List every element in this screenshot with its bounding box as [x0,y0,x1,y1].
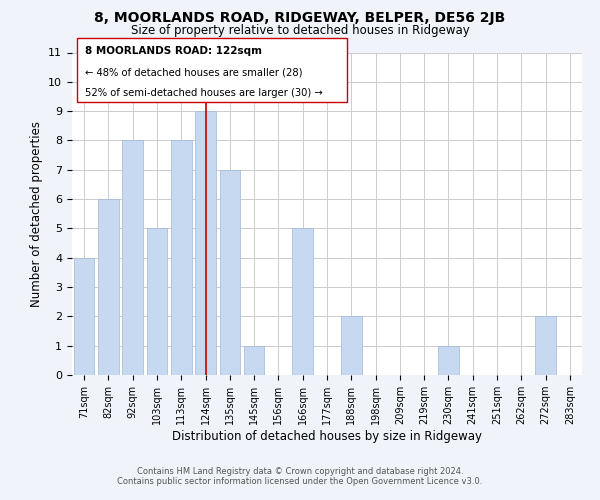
Bar [171,140,191,375]
Bar [195,111,216,375]
Text: Size of property relative to detached houses in Ridgeway: Size of property relative to detached ho… [131,24,469,37]
Text: 8, MOORLANDS ROAD, RIDGEWAY, BELPER, DE56 2JB: 8, MOORLANDS ROAD, RIDGEWAY, BELPER, DE5… [94,11,506,25]
Bar [220,170,240,375]
Bar [98,199,119,375]
Bar [244,346,265,375]
Bar [535,316,556,375]
FancyBboxPatch shape [77,38,347,102]
Text: Contains HM Land Registry data © Crown copyright and database right 2024.: Contains HM Land Registry data © Crown c… [137,467,463,476]
X-axis label: Distribution of detached houses by size in Ridgeway: Distribution of detached houses by size … [172,430,482,443]
Bar [438,346,459,375]
Text: ← 48% of detached houses are smaller (28): ← 48% of detached houses are smaller (28… [85,67,302,77]
Bar [292,228,313,375]
Bar [341,316,362,375]
Bar [122,140,143,375]
Text: Contains public sector information licensed under the Open Government Licence v3: Contains public sector information licen… [118,477,482,486]
Text: 52% of semi-detached houses are larger (30) →: 52% of semi-detached houses are larger (… [85,88,323,98]
Bar [74,258,94,375]
Y-axis label: Number of detached properties: Number of detached properties [30,120,43,306]
Bar [146,228,167,375]
Text: 8 MOORLANDS ROAD: 122sqm: 8 MOORLANDS ROAD: 122sqm [85,46,262,56]
